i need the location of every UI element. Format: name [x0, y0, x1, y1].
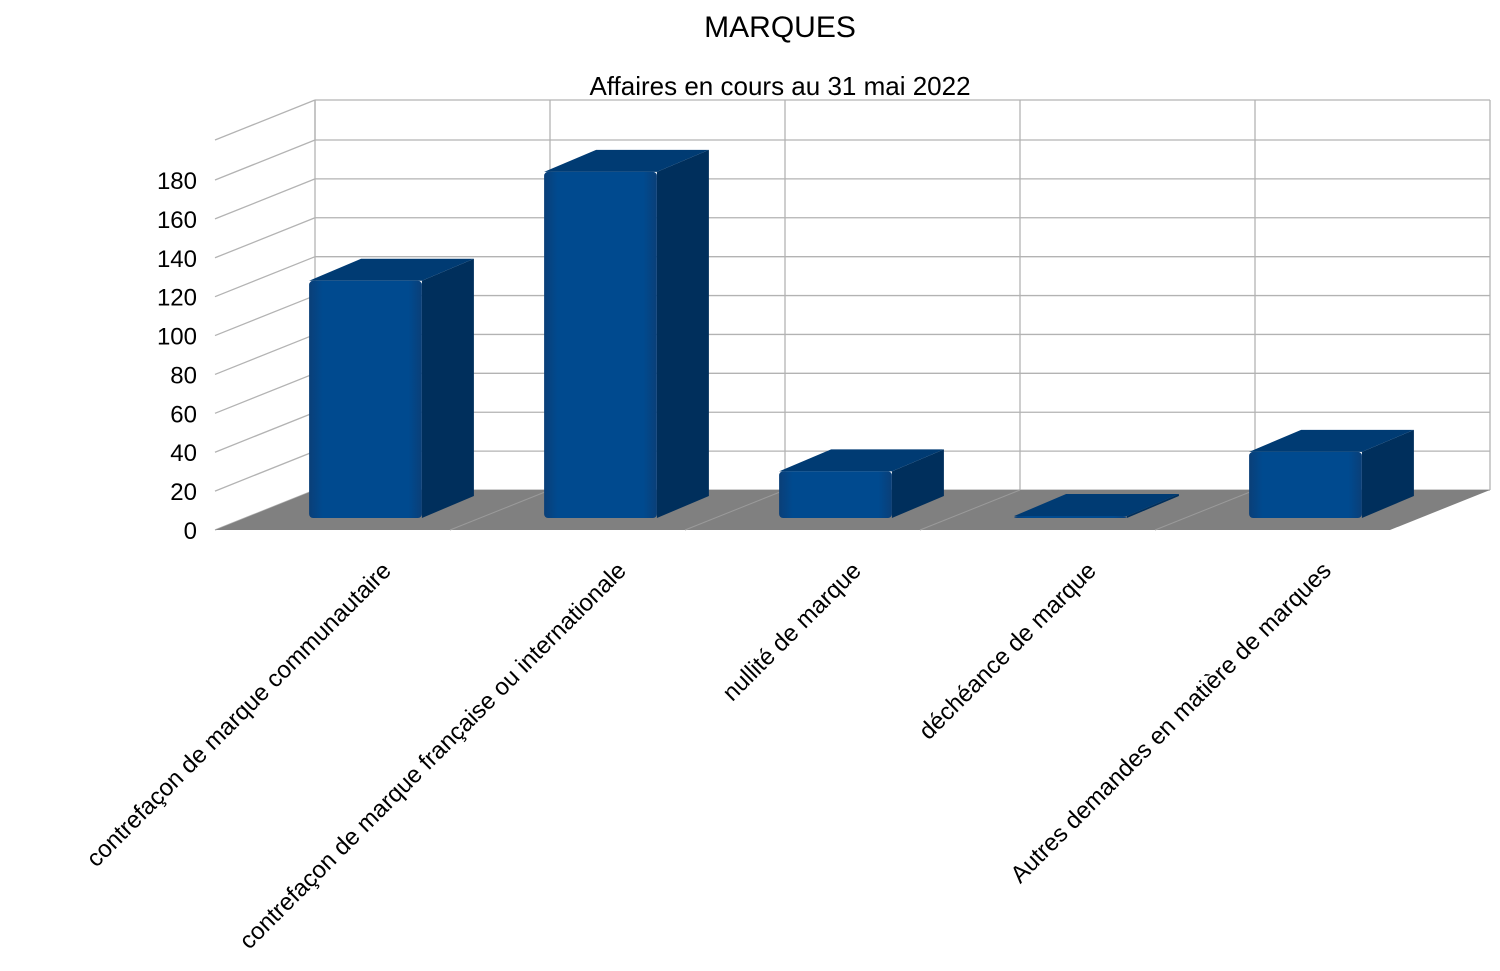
x-tick-label: déchéance de marque	[914, 557, 1102, 745]
y-tick-label: 80	[170, 362, 197, 389]
floor-line	[449, 489, 551, 531]
grid-line	[214, 256, 316, 298]
bar-front	[1014, 516, 1127, 518]
bar-top	[1249, 429, 1414, 452]
bar-front	[779, 471, 892, 518]
bar-side	[656, 149, 709, 518]
x-axis: contrefaçon de marque communautairecontr…	[81, 557, 1336, 954]
floor-line	[1154, 489, 1256, 531]
bar-front	[544, 171, 657, 518]
y-tick-label: 100	[157, 324, 197, 351]
grid-line	[214, 294, 316, 337]
y-tick-label: 160	[157, 207, 197, 234]
x-tick-label: nullité de marque	[717, 557, 866, 706]
grid-line	[214, 411, 316, 453]
grid-line	[214, 99, 316, 141]
bar-top	[309, 258, 474, 281]
bar-side	[1126, 494, 1179, 518]
grid-line	[214, 372, 316, 414]
y-axis: 0 20 40 60 80 100 120 140 160 180	[157, 168, 197, 545]
bar	[1014, 494, 1179, 518]
bar-side	[1361, 429, 1414, 518]
y-tick-label: 60	[170, 401, 197, 428]
grid-line	[214, 450, 316, 492]
bar	[779, 449, 944, 518]
y-tick-label: 0	[184, 518, 197, 545]
bars-layer	[309, 149, 1414, 518]
floor-line	[919, 489, 1021, 531]
y-tick-label: 40	[170, 440, 197, 467]
y-tick-label: 120	[157, 285, 197, 312]
bar-top	[779, 449, 944, 472]
floor-line	[684, 489, 786, 531]
bar	[309, 258, 474, 518]
bar-top	[544, 149, 709, 172]
grid-line	[214, 139, 316, 181]
y-tick-label: 20	[170, 479, 197, 506]
chart-title: MARQUES	[704, 11, 856, 44]
bar	[544, 149, 709, 518]
y-tick-label: 180	[157, 168, 197, 195]
grid-line	[214, 333, 316, 376]
bar	[1249, 429, 1414, 518]
x-tick-label: contrefaçon de marque française ou inter…	[234, 557, 631, 954]
chart-subtitle: Affaires en cours au 31 mai 2022	[589, 71, 970, 101]
bar-top	[1014, 494, 1179, 517]
bar-front	[309, 280, 422, 518]
bar-side	[421, 258, 474, 518]
bar-side	[891, 449, 944, 518]
bar-front	[1249, 451, 1362, 518]
y-tick-label: 140	[157, 246, 197, 273]
grid-line	[214, 217, 316, 259]
grid-line	[214, 178, 316, 220]
